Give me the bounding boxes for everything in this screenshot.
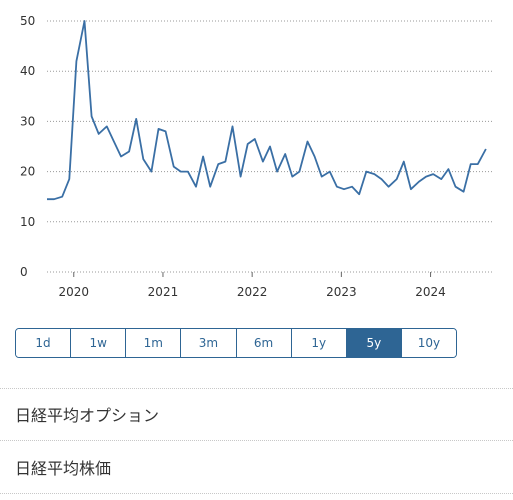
volatility-line-chart: 0 10 20 30 40 50 2020 2021 2022 2023 2024 bbox=[20, 14, 493, 299]
data-point bbox=[232, 125, 234, 127]
data-point bbox=[173, 166, 175, 168]
data-point bbox=[83, 20, 85, 22]
data-point bbox=[53, 198, 55, 200]
x-tick-label: 2023 bbox=[326, 285, 357, 299]
data-point bbox=[343, 188, 345, 190]
divider bbox=[0, 388, 513, 389]
data-point bbox=[463, 191, 465, 193]
data-point bbox=[180, 171, 182, 173]
data-point bbox=[254, 138, 256, 140]
range-selector: 1d 1w 1m 3m 6m 1y 5y 10y bbox=[15, 328, 457, 358]
x-tick-label: 2021 bbox=[148, 285, 179, 299]
data-point bbox=[373, 173, 375, 175]
data-point bbox=[158, 128, 160, 130]
range-button-1y[interactable]: 1y bbox=[291, 329, 347, 357]
y-tick-label: 50 bbox=[20, 14, 35, 28]
data-point bbox=[358, 193, 360, 195]
data-point bbox=[403, 161, 405, 163]
data-point bbox=[396, 178, 398, 180]
range-button-5y[interactable]: 5y bbox=[346, 329, 402, 357]
data-point bbox=[365, 171, 367, 173]
data-point bbox=[113, 140, 115, 142]
data-point bbox=[447, 168, 449, 170]
x-tick-label: 2022 bbox=[237, 285, 268, 299]
data-point bbox=[418, 181, 420, 183]
data-point bbox=[321, 176, 323, 178]
data-point bbox=[165, 130, 167, 132]
data-point bbox=[284, 153, 286, 155]
data-point bbox=[455, 186, 457, 188]
x-tick-label: 2020 bbox=[58, 285, 89, 299]
data-point bbox=[75, 60, 77, 62]
data-point bbox=[410, 188, 412, 190]
y-tick-label: 20 bbox=[20, 165, 35, 179]
data-point bbox=[477, 163, 479, 165]
data-point bbox=[150, 171, 152, 173]
data-point bbox=[224, 161, 226, 163]
data-point bbox=[128, 151, 130, 153]
data-point bbox=[336, 186, 338, 188]
data-point bbox=[68, 178, 70, 180]
data-point bbox=[432, 173, 434, 175]
range-button-1w[interactable]: 1w bbox=[71, 329, 127, 357]
data-point bbox=[262, 161, 264, 163]
data-point bbox=[135, 118, 137, 120]
data-point bbox=[440, 178, 442, 180]
data-point bbox=[269, 146, 271, 148]
data-point bbox=[209, 186, 211, 188]
range-button-10y[interactable]: 10y bbox=[401, 329, 456, 357]
range-button-6m[interactable]: 6m bbox=[236, 329, 292, 357]
range-button-1m[interactable]: 1m bbox=[126, 329, 182, 357]
data-point bbox=[329, 171, 331, 173]
data-point bbox=[247, 143, 249, 145]
data-point bbox=[291, 176, 293, 178]
data-point bbox=[276, 171, 278, 173]
y-tick-label: 30 bbox=[20, 114, 35, 128]
y-tick-label: 40 bbox=[20, 64, 35, 78]
data-point bbox=[381, 178, 383, 180]
data-point bbox=[298, 171, 300, 173]
data-point bbox=[195, 186, 197, 188]
data-point bbox=[61, 196, 63, 198]
data-point bbox=[217, 163, 219, 165]
series-line bbox=[47, 20, 487, 201]
data-point bbox=[351, 186, 353, 188]
divider bbox=[0, 440, 513, 441]
data-point bbox=[388, 186, 390, 188]
y-tick-label: 10 bbox=[20, 215, 35, 229]
data-point bbox=[91, 115, 93, 117]
data-point bbox=[187, 171, 189, 173]
range-button-3m[interactable]: 3m bbox=[181, 329, 237, 357]
data-point bbox=[46, 198, 48, 200]
data-point bbox=[106, 125, 108, 127]
y-tick-label: 0 bbox=[20, 265, 28, 279]
x-tick-label: 2024 bbox=[415, 285, 446, 299]
data-point bbox=[425, 176, 427, 178]
data-point bbox=[240, 176, 242, 178]
nikkei-options-link[interactable]: 日経平均オプション bbox=[15, 406, 160, 425]
data-point bbox=[120, 156, 122, 158]
data-point bbox=[202, 156, 204, 158]
nikkei-stock-price-link[interactable]: 日経平均株価 bbox=[15, 459, 112, 478]
data-point bbox=[314, 156, 316, 158]
data-point bbox=[306, 140, 308, 142]
data-point bbox=[485, 148, 487, 150]
data-point bbox=[470, 163, 472, 165]
divider bbox=[0, 493, 513, 494]
data-point bbox=[142, 158, 144, 160]
range-button-1d[interactable]: 1d bbox=[16, 329, 72, 357]
data-point bbox=[98, 133, 100, 135]
